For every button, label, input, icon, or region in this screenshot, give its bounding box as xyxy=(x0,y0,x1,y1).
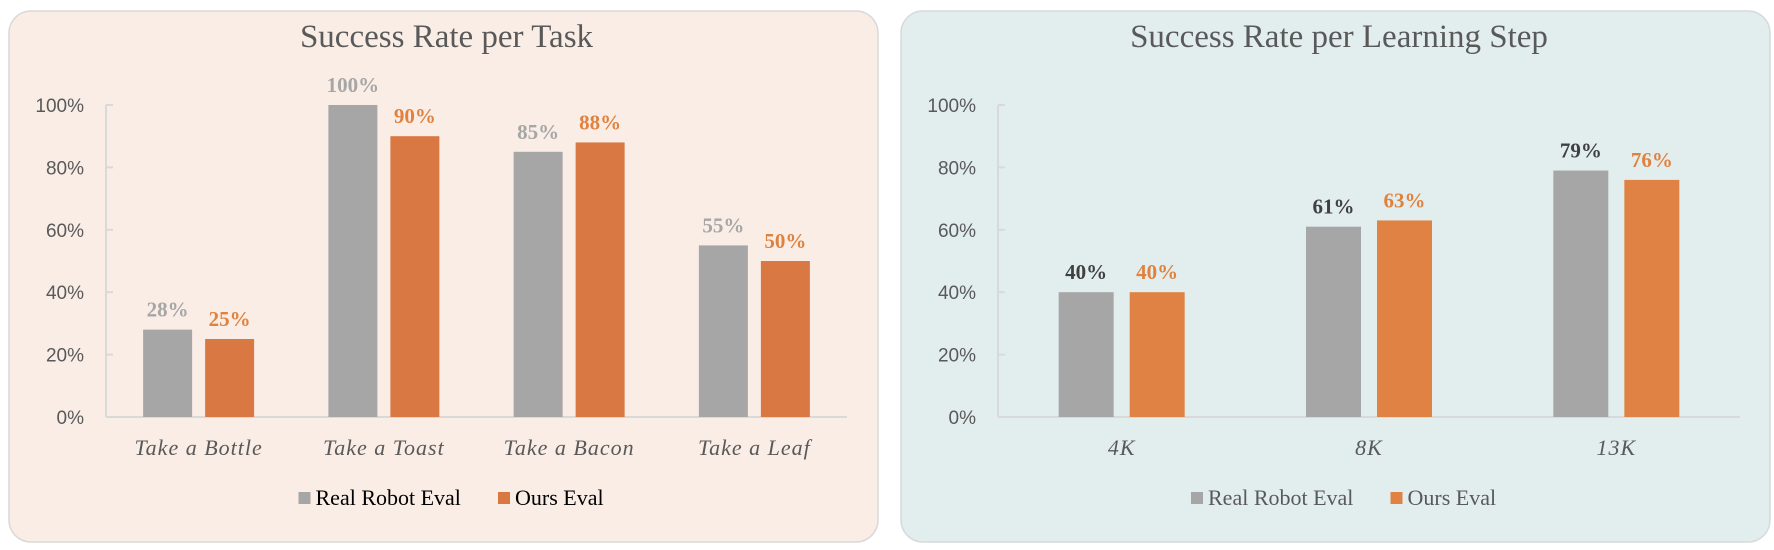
chart-title: Success Rate per Task xyxy=(300,19,594,55)
y-tick-label: 80% xyxy=(46,158,84,179)
y-tick-label: 20% xyxy=(938,346,976,367)
y-tick-label: 80% xyxy=(938,158,976,179)
bar xyxy=(1058,292,1114,417)
chart-title: Success Rate per Learning Step xyxy=(1130,19,1548,55)
data-label: 40% xyxy=(1065,260,1107,284)
x-category-label: 8K xyxy=(1355,435,1383,460)
data-label: 88% xyxy=(579,110,621,134)
bar xyxy=(1553,170,1609,417)
bar xyxy=(328,105,378,417)
data-label: 90% xyxy=(394,104,436,128)
bar xyxy=(1306,226,1361,417)
legend-label: Real Robot Eval xyxy=(1208,485,1353,510)
bar xyxy=(205,339,255,417)
bar xyxy=(760,261,810,417)
x-category-label: 13K xyxy=(1596,435,1636,460)
bar xyxy=(575,142,625,417)
bar xyxy=(143,329,193,417)
legend-swatch xyxy=(498,492,510,504)
data-label: 79% xyxy=(1560,139,1602,163)
x-category-label: Take a Bottle xyxy=(134,435,262,460)
legend-label: Ours Eval xyxy=(515,485,604,510)
legend-swatch xyxy=(298,492,311,504)
bar xyxy=(1377,220,1432,417)
y-tick-label: 40% xyxy=(46,283,84,304)
legend-swatch xyxy=(1390,492,1403,504)
bar xyxy=(390,136,440,417)
chart-panel-1: Success Rate per Task 0% 20% 40% 60% 80% 100% 2… xyxy=(8,10,879,543)
legend: Real Robot Eval Ours Eval xyxy=(298,485,604,510)
data-label: 40% xyxy=(1136,260,1178,284)
x-category-label: Take a Toast xyxy=(323,435,445,460)
data-label: 76% xyxy=(1631,148,1673,172)
y-tick-label: 20% xyxy=(46,346,84,367)
chart-panel-2: Success Rate per Learning Step 0% 20% 40% 60… xyxy=(900,10,1771,543)
y-tick-label: 100% xyxy=(35,96,84,117)
x-category-label: Take a Bacon xyxy=(504,435,635,460)
bar xyxy=(698,245,748,417)
data-label: 25% xyxy=(209,307,251,331)
bar xyxy=(1624,179,1680,417)
data-label: 85% xyxy=(517,120,559,144)
y-tick-label: 0% xyxy=(949,408,977,429)
legend-label: Ours Eval xyxy=(1408,485,1497,510)
legend-swatch xyxy=(1191,492,1203,504)
legend: Real Robot Eval Ours Eval xyxy=(1191,485,1496,510)
data-label: 63% xyxy=(1384,188,1426,212)
data-label: 55% xyxy=(702,213,744,237)
y-tick-label: 100% xyxy=(927,96,976,117)
y-tick-label: 0% xyxy=(57,408,85,429)
bar xyxy=(1129,292,1185,417)
x-category-label: 4K xyxy=(1108,435,1136,460)
legend-label: Real Robot Eval xyxy=(316,485,461,510)
data-label: 28% xyxy=(147,298,189,322)
y-tick-label: 40% xyxy=(938,283,976,304)
y-tick-label: 60% xyxy=(46,221,84,242)
bar xyxy=(513,151,563,418)
data-label: 61% xyxy=(1313,195,1355,219)
data-label: 50% xyxy=(764,229,806,253)
y-tick-label: 60% xyxy=(938,221,976,242)
data-label: 100% xyxy=(327,73,380,97)
x-category-label: Take a Leaf xyxy=(698,435,813,460)
